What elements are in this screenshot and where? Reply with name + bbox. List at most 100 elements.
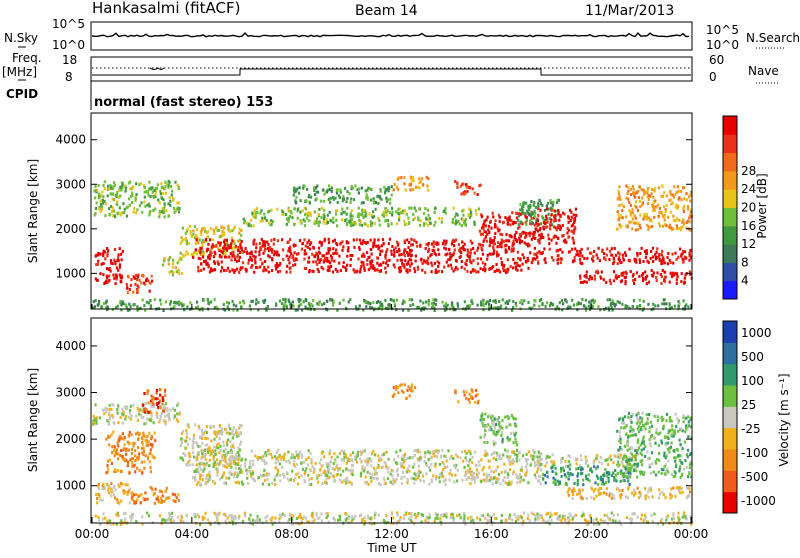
heatmap-cell (642, 218, 644, 221)
heatmap-cell (326, 474, 328, 477)
heatmap-cell (314, 462, 316, 465)
heatmap-cell (108, 422, 110, 425)
heatmap-cell (534, 455, 536, 458)
heatmap-cell (105, 410, 107, 413)
heatmap-cell (316, 197, 318, 200)
heatmap-cell (281, 213, 283, 216)
heatmap-cell (329, 298, 331, 301)
heatmap-cell (574, 227, 576, 230)
heatmap-cell (391, 245, 393, 248)
heatmap-cell (237, 481, 239, 484)
heatmap-cell (404, 259, 406, 262)
heatmap-cell (231, 239, 233, 242)
heatmap-cell (474, 478, 476, 481)
heatmap-cell (139, 469, 141, 472)
heatmap-cell (282, 258, 284, 261)
heatmap-cell (460, 457, 462, 460)
heatmap-cell (443, 266, 445, 269)
heatmap-cell (382, 261, 384, 264)
heatmap-cell (471, 461, 473, 464)
heatmap-cell (289, 303, 291, 306)
heatmap-cell (653, 216, 655, 219)
heatmap-cell (118, 438, 120, 441)
heatmap-cell (526, 453, 528, 456)
heatmap-cell (234, 472, 236, 475)
heatmap-cell (245, 458, 247, 461)
heatmap-cell (648, 198, 650, 201)
heatmap-cell (133, 494, 135, 497)
heatmap-cell (204, 456, 206, 459)
heatmap-cell (129, 187, 131, 190)
heatmap-cell (487, 479, 489, 482)
heatmap-cell (452, 457, 454, 460)
heatmap-cell (452, 221, 454, 224)
heatmap-cell (680, 228, 682, 231)
heatmap-cell (521, 240, 523, 243)
heatmap-cell (315, 260, 317, 263)
heatmap-cell (221, 225, 223, 228)
heatmap-cell (142, 298, 144, 301)
heatmap-cell (173, 499, 175, 502)
heatmap-cell (271, 482, 273, 485)
heatmap-cell (299, 451, 301, 454)
heatmap-cell (174, 409, 176, 412)
heatmap-cell (367, 471, 369, 474)
heatmap-cell (157, 406, 159, 409)
heatmap-cell (235, 305, 237, 308)
heatmap-cell (181, 240, 183, 243)
heatmap-cell (500, 257, 502, 260)
heatmap-cell (634, 214, 636, 217)
heatmap-cell (152, 454, 154, 457)
heatmap-cell (107, 436, 109, 439)
heatmap-cell (141, 472, 143, 475)
heatmap-cell (134, 449, 136, 452)
heatmap-cell (294, 263, 296, 266)
heatmap-cell (295, 473, 297, 476)
heatmap-cell (250, 300, 252, 303)
heatmap-cell (394, 183, 396, 186)
heatmap-cell (531, 261, 533, 264)
heatmap-cell (481, 422, 483, 425)
heatmap-cell (150, 443, 152, 446)
heatmap-cell (666, 256, 668, 259)
heatmap-cell (206, 444, 208, 447)
heatmap-cell (230, 243, 232, 246)
heatmap-cell (422, 262, 424, 265)
heatmap-cell (259, 266, 261, 269)
heatmap-cell (159, 299, 161, 302)
heatmap-cell (131, 452, 133, 455)
heatmap-cell (418, 465, 420, 468)
heatmap-cell (172, 407, 174, 410)
heatmap-cell (291, 216, 293, 219)
heatmap-cell (346, 255, 348, 258)
heatmap-cell (489, 299, 491, 302)
heatmap-cell (97, 279, 99, 282)
heatmap-cell (513, 243, 515, 246)
heatmap-cell (219, 235, 221, 238)
heatmap-cell (406, 239, 408, 242)
heatmap-cell (351, 483, 353, 486)
heatmap-cell (682, 258, 684, 261)
heatmap-cell (652, 260, 654, 263)
heatmap-cell (309, 247, 311, 250)
heatmap-cell (181, 441, 183, 444)
heatmap-cell (439, 474, 441, 477)
heatmap-cell (120, 212, 122, 215)
heatmap-cell (683, 197, 685, 200)
heatmap-cell (319, 462, 321, 465)
heatmap-cell (387, 471, 389, 474)
heatmap-cell (481, 413, 483, 416)
heatmap-cell (120, 470, 122, 473)
heatmap-cell (310, 483, 312, 486)
heatmap-cell (241, 240, 243, 243)
heatmap-cell (494, 270, 496, 273)
heatmap-cell (344, 266, 346, 269)
heatmap-cell (356, 461, 358, 464)
heatmap-cell (149, 452, 151, 455)
heatmap-cell (264, 260, 266, 263)
heatmap-cell (466, 254, 468, 257)
heatmap-cell (542, 478, 544, 481)
heatmap-cell (488, 474, 490, 477)
heatmap-cell (414, 454, 416, 457)
